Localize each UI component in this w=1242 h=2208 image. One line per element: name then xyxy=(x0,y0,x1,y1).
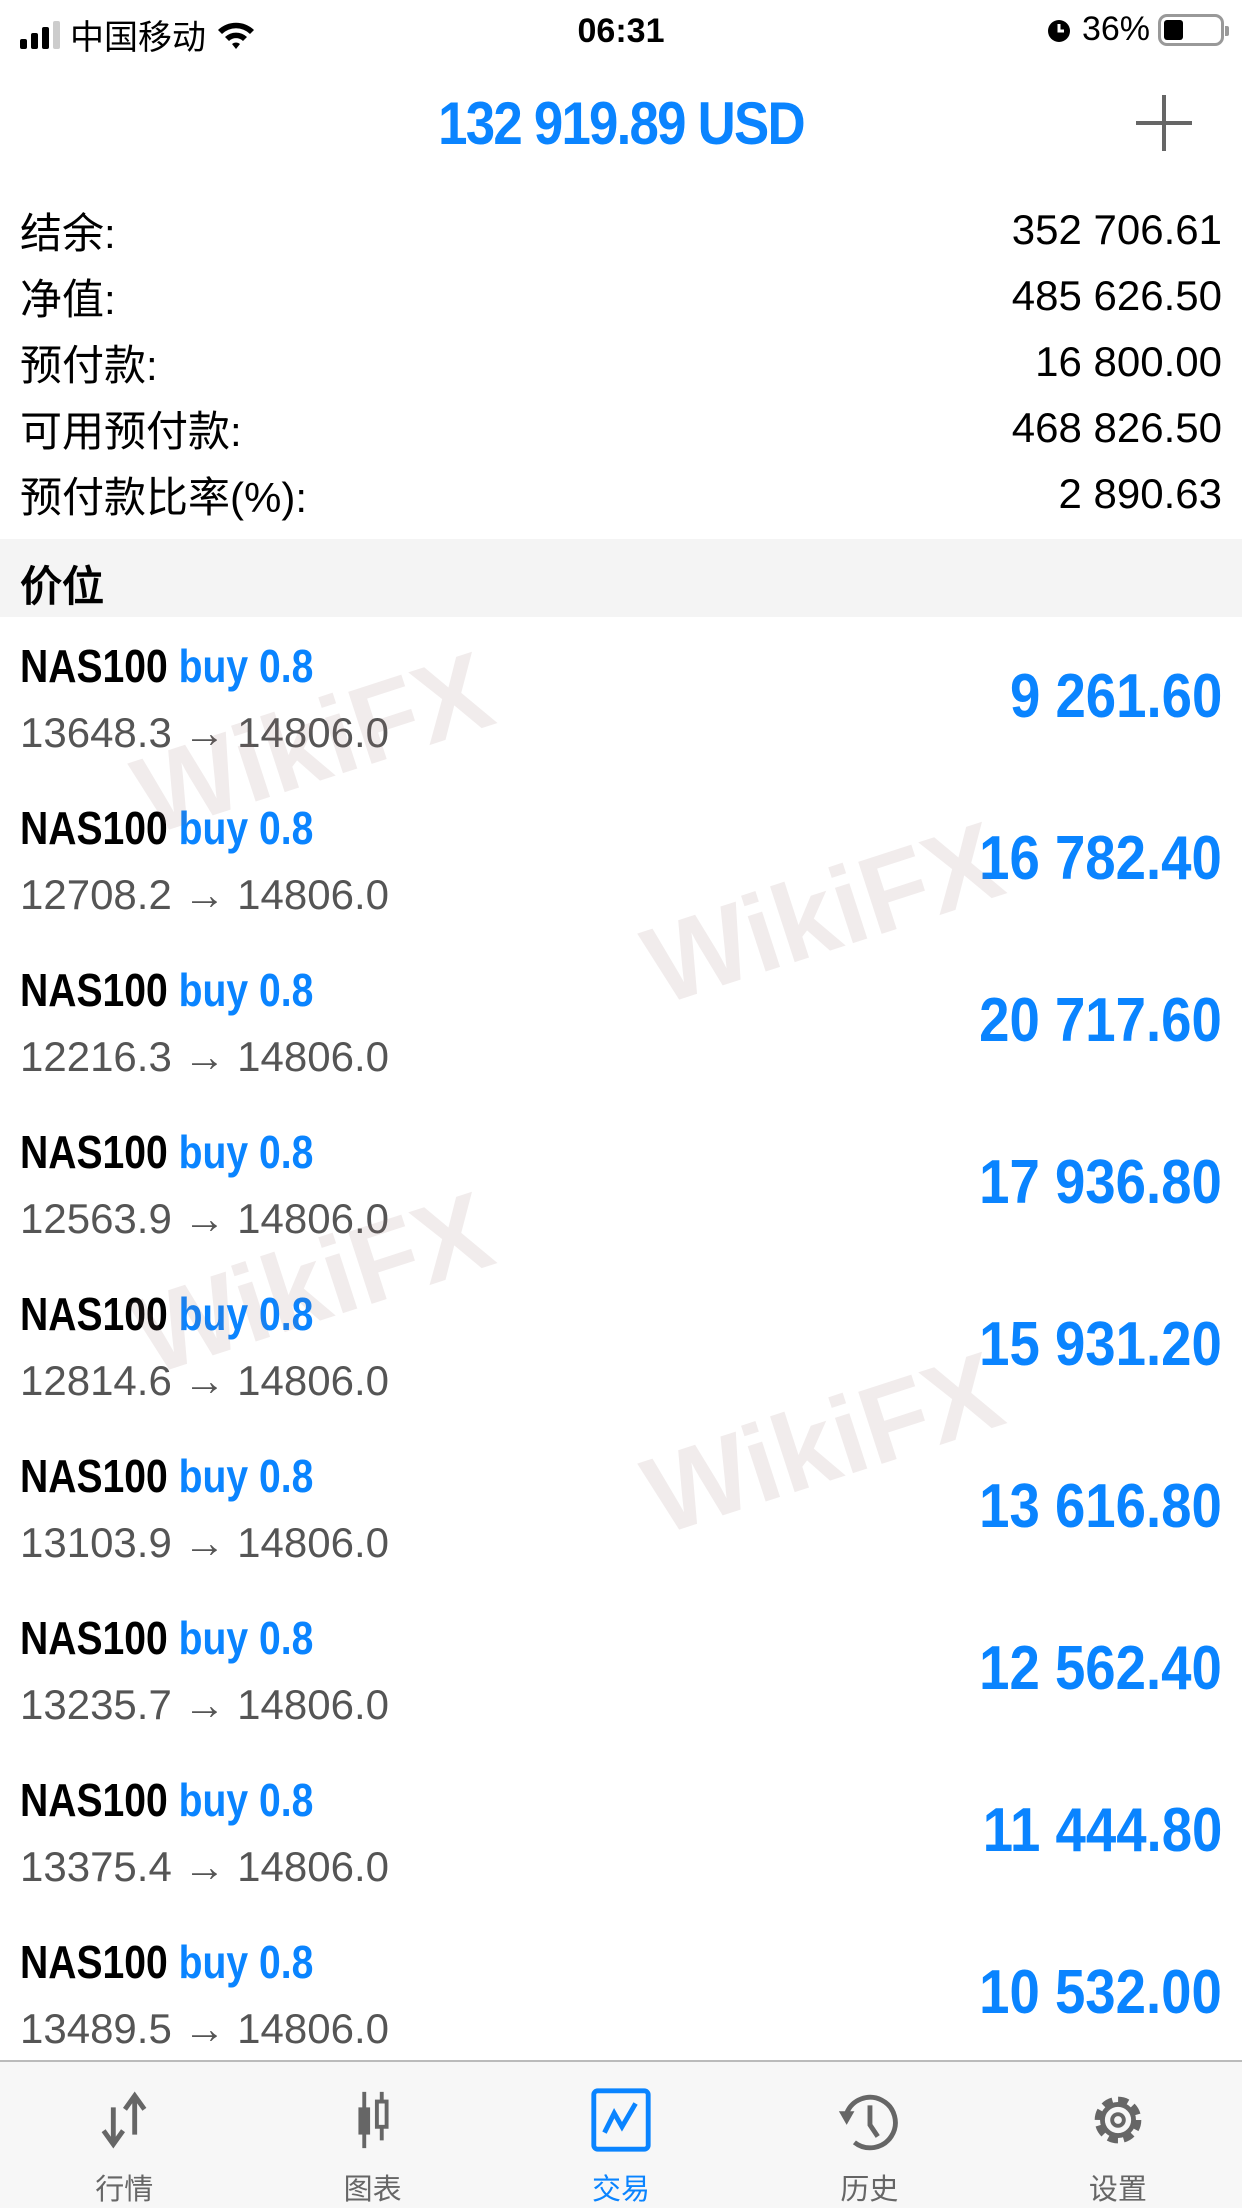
tab-history[interactable]: 历史 xyxy=(745,2062,993,2208)
candlestick-chart-icon xyxy=(358,2091,389,2149)
position-side: buy 0.8 xyxy=(178,1774,314,1826)
account-summary: 结余: 352 706.61 净值: 485 626.50 预付款: 16 800.0… xyxy=(0,197,1242,527)
position-side: buy 0.8 xyxy=(178,1936,314,1988)
position-prices: 12814.6 → 14806.0 xyxy=(20,1357,389,1404)
tab-label: 历史 xyxy=(840,2174,899,2206)
position-side: buy 0.8 xyxy=(178,964,314,1016)
gear-icon xyxy=(1094,2096,1142,2144)
position-profit: 20 717.60 xyxy=(979,986,1222,1055)
position-row[interactable]: NAS100 buy 0.8 13375.4 → 14806.0 11 444.80 xyxy=(0,1751,1242,1913)
position-title: NAS100 buy 0.8 xyxy=(20,1773,313,1827)
position-symbol: NAS100 xyxy=(20,964,168,1016)
position-symbol: NAS100 xyxy=(20,1288,168,1340)
position-prices: 13375.4 → 14806.0 xyxy=(20,1843,389,1890)
position-prices: 13648.3 → 14806.0 xyxy=(20,709,389,756)
wifi-icon xyxy=(218,22,254,49)
status-bar: 中国移动 06:31 36% xyxy=(0,0,1242,62)
position-prices: 12216.3 → 14806.0 xyxy=(20,1033,389,1080)
position-title: NAS100 buy 0.8 xyxy=(20,1287,313,1341)
summary-value: 352 706.61 xyxy=(1011,206,1222,253)
position-side: buy 0.8 xyxy=(178,1288,314,1340)
position-side: buy 0.8 xyxy=(178,802,314,854)
position-symbol: NAS100 xyxy=(20,1774,168,1826)
tab-label: 图表 xyxy=(343,2174,402,2206)
summary-value: 468 826.50 xyxy=(1011,404,1222,451)
position-profit: 10 532.00 xyxy=(979,1958,1222,2027)
position-symbol: NAS100 xyxy=(20,802,168,854)
position-row[interactable]: NAS100 buy 0.8 12708.2 → 14806.0 16 782.40 xyxy=(0,779,1242,941)
position-side: buy 0.8 xyxy=(178,640,314,692)
tab-label: 行情 xyxy=(95,2174,154,2206)
position-profit: 9 261.60 xyxy=(1009,662,1222,731)
position-title: NAS100 buy 0.8 xyxy=(20,1611,313,1665)
alarm-icon xyxy=(1047,19,1070,42)
clock: 06:31 xyxy=(577,12,665,50)
position-row[interactable]: NAS100 buy 0.8 12814.6 → 14806.0 15 931.20 xyxy=(0,1265,1242,1427)
battery-icon xyxy=(1158,13,1229,46)
summary-row-free-margin: 可用预付款: 468 826.50 xyxy=(0,395,1242,461)
position-row[interactable]: NAS100 buy 0.8 13235.7 → 14806.0 12 562.40 xyxy=(0,1589,1242,1751)
position-prices: 13489.5 → 14806.0 xyxy=(20,2005,389,2052)
tab-label: 设置 xyxy=(1088,2174,1147,2206)
position-symbol: NAS100 xyxy=(20,640,168,692)
summary-label: 预付款比率(%): xyxy=(20,473,307,521)
carrier: 中国移动 xyxy=(70,19,206,57)
position-side: buy 0.8 xyxy=(178,1612,314,1664)
position-row[interactable]: NAS100 buy 0.8 12563.9 → 14806.0 17 936.80 xyxy=(0,1103,1242,1265)
position-row[interactable]: NAS100 buy 0.8 13103.9 → 14806.0 13 616.80 xyxy=(0,1427,1242,1589)
positions-list: NAS100 buy 0.8 13648.3 → 14806.0 9 261.60 N… xyxy=(0,617,1242,2075)
position-row[interactable]: NAS100 buy 0.8 13648.3 → 14806.0 9 261.60 xyxy=(0,617,1242,779)
position-symbol: NAS100 xyxy=(20,1450,168,1502)
position-profit: 13 616.80 xyxy=(979,1472,1222,1541)
summary-row-balance: 结余: 352 706.61 xyxy=(0,197,1242,263)
summary-row-margin: 预付款: 16 800.00 xyxy=(0,329,1242,395)
position-prices: 12563.9 → 14806.0 xyxy=(20,1195,389,1242)
position-title: NAS100 buy 0.8 xyxy=(20,801,313,855)
position-title: NAS100 buy 0.8 xyxy=(20,963,313,1017)
tab-quotes[interactable]: 行情 xyxy=(0,2062,248,2208)
tab-label: 交易 xyxy=(592,2174,651,2206)
tab-trade[interactable]: 交易 xyxy=(497,2062,745,2208)
position-title: NAS100 buy 0.8 xyxy=(20,1125,313,1179)
position-prices: 12708.2 → 14806.0 xyxy=(20,871,389,918)
position-profit: 17 936.80 xyxy=(979,1148,1222,1217)
position-title: NAS100 buy 0.8 xyxy=(20,1935,313,1989)
page-title: 132 919.89 USD xyxy=(438,90,806,157)
position-side: buy 0.8 xyxy=(178,1450,314,1502)
position-prices: 13235.7 → 14806.0 xyxy=(20,1681,389,1728)
tab-charts[interactable]: 图表 xyxy=(248,2062,496,2208)
summary-label: 预付款: xyxy=(20,341,158,389)
position-row[interactable]: NAS100 buy 0.8 12216.3 → 14806.0 20 717.60 xyxy=(0,941,1242,1103)
quotes-arrows-icon xyxy=(101,2091,147,2149)
position-prices: 13103.9 → 14806.0 xyxy=(20,1519,389,1566)
plus-icon[interactable] xyxy=(1136,95,1192,151)
position-title: NAS100 buy 0.8 xyxy=(20,639,313,693)
position-symbol: NAS100 xyxy=(20,1612,168,1664)
tab-bar: 行情 图表 交易 历史 设置 xyxy=(0,2060,1242,2208)
position-profit: 12 562.40 xyxy=(979,1634,1222,1703)
summary-value: 2 890.63 xyxy=(1058,470,1223,517)
position-row[interactable]: NAS100 buy 0.8 13489.5 → 14806.0 10 532.00 xyxy=(0,1913,1242,2075)
signal-icon xyxy=(20,20,60,49)
summary-row-equity: 净值: 485 626.50 xyxy=(0,263,1242,329)
position-profit: 16 782.40 xyxy=(979,824,1222,893)
history-clock-icon xyxy=(839,2094,899,2151)
summary-value: 485 626.50 xyxy=(1011,272,1222,319)
position-side: buy 0.8 xyxy=(178,1126,314,1178)
summary-label: 净值: xyxy=(20,275,116,323)
summary-row-margin-level: 预付款比率(%): 2 890.63 xyxy=(0,461,1242,527)
position-symbol: NAS100 xyxy=(20,1126,168,1178)
tab-settings[interactable]: 设置 xyxy=(994,2062,1242,2208)
position-profit: 11 444.80 xyxy=(982,1796,1222,1865)
summary-label: 可用预付款: xyxy=(20,407,242,455)
position-symbol: NAS100 xyxy=(20,1936,168,1988)
trade-chart-icon xyxy=(591,2088,651,2152)
section-header-positions: 价位 xyxy=(0,539,1242,617)
header: 132 919.89 USD xyxy=(0,85,1242,165)
position-profit: 15 931.20 xyxy=(979,1310,1222,1379)
summary-label: 结余: xyxy=(20,209,116,257)
summary-value: 16 800.00 xyxy=(1035,338,1222,385)
position-title: NAS100 buy 0.8 xyxy=(20,1449,313,1503)
battery-percent: 36% xyxy=(1081,10,1150,48)
